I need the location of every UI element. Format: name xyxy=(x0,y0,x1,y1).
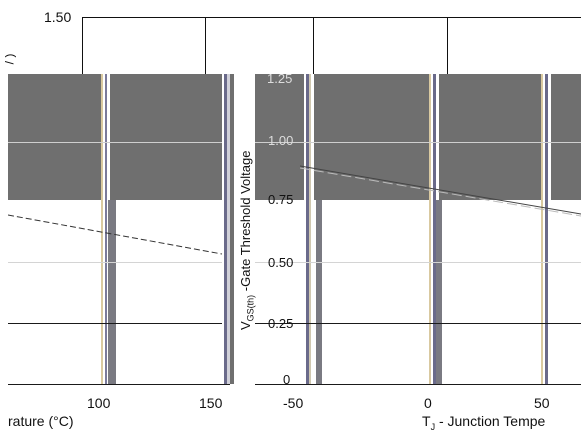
bracket-top xyxy=(82,17,581,18)
y-label-rest: -Gate Threshold Voltage xyxy=(238,150,253,295)
right-axis-bottom xyxy=(255,384,581,385)
right-grid-1 xyxy=(255,142,581,143)
right-column-stripe-1 xyxy=(304,74,314,384)
left-y-label-fragment: / ) xyxy=(2,53,17,65)
right-grid-2 xyxy=(255,262,581,263)
right-column-stripe-2 xyxy=(429,74,439,384)
right-column-stripe-3 xyxy=(541,74,551,384)
bracket-left xyxy=(82,17,83,75)
x-label-sub: J xyxy=(430,421,436,432)
right-y-axis-label: VGS(th) -Gate Threshold Voltage xyxy=(238,151,256,330)
right-x-tick-50: 50 xyxy=(534,395,550,411)
right-y-tick-1.25: 1.25 xyxy=(267,71,293,86)
right-x-tick--50: -50 xyxy=(283,395,304,411)
right-gray-block-3 xyxy=(549,74,581,200)
left-gray-block-top xyxy=(8,74,101,200)
right-x-tick-0: 0 xyxy=(424,395,432,411)
x-label-t: T xyxy=(422,413,431,429)
right-gray-block-2 xyxy=(437,74,541,200)
left-column-stripe-1 xyxy=(101,74,110,384)
left-x-tick-150: 150 xyxy=(199,395,223,411)
right-y-tick-0.25: 0.25 xyxy=(268,316,294,331)
left-curve xyxy=(8,214,223,255)
right-y-tick-0.50: 0.50 xyxy=(268,255,294,270)
left-gray-block-top-2 xyxy=(110,74,222,200)
right-x-axis-label: TJ - Junction Tempe xyxy=(422,414,545,434)
right-y-tick-0: 0 xyxy=(283,372,291,387)
right-gray-block-1 xyxy=(310,74,430,200)
right-dark-bar-2 xyxy=(436,200,442,384)
right-grid-3 xyxy=(255,323,581,324)
left-column-stripe-2 xyxy=(222,74,236,384)
left-x-tick-100: 100 xyxy=(87,395,111,411)
left-grid-3 xyxy=(8,323,222,324)
y-label-v: V xyxy=(238,321,253,330)
left-x-axis-label: rature (°C) xyxy=(8,413,74,429)
left-grid-1 xyxy=(8,142,222,143)
bracket-mid-2 xyxy=(313,17,314,75)
left-y-tick-top: 1.50 xyxy=(44,9,72,25)
x-label-rest: - Junction Tempe xyxy=(435,413,546,429)
right-dark-bar-1 xyxy=(316,200,322,384)
bracket-mid-1 xyxy=(205,17,206,75)
right-gray-block-head xyxy=(255,74,310,200)
left-dark-bar-1 xyxy=(108,200,116,384)
y-label-sub: GS(th) xyxy=(245,294,256,322)
bracket-mid-3 xyxy=(447,17,448,75)
right-y-tick-0.75: 0.75 xyxy=(268,192,294,207)
right-curve xyxy=(300,165,581,217)
left-grid-2 xyxy=(8,262,222,263)
right-y-tick-1.00: 1.00 xyxy=(268,133,294,148)
left-axis-bottom xyxy=(8,384,230,385)
